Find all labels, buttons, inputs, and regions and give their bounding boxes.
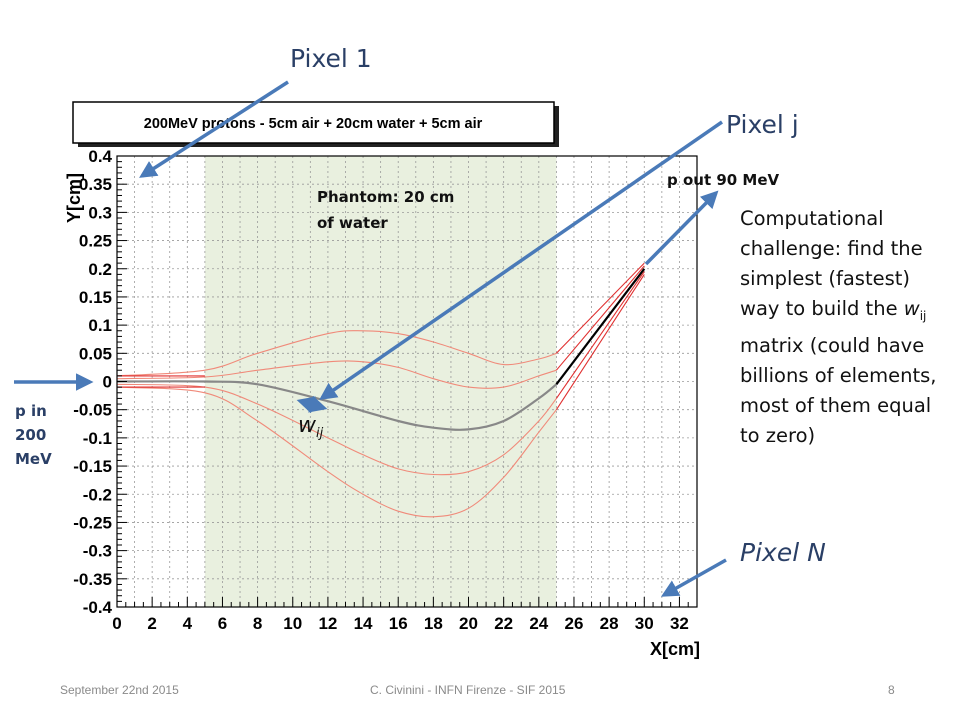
challenge-text-part2: matrix (could have billions of elements,… (740, 333, 937, 447)
wij-double-arrow (296, 395, 328, 414)
y-tick-label: 0.3 (88, 203, 112, 222)
y-tick-label: 0.05 (79, 344, 112, 363)
pixel1-arrow (139, 80, 289, 178)
x-tick-label: 32 (670, 614, 689, 633)
footer-date: September 22nd 2015 (60, 683, 179, 697)
footer-page-number: 8 (888, 683, 895, 697)
x-tick-label: 18 (424, 614, 443, 633)
y-axis-label: Y[cm] (64, 173, 84, 223)
x-tick-label: 26 (565, 614, 584, 633)
pixelj-arrow (319, 120, 723, 400)
x-tick-label: 12 (318, 614, 337, 633)
title-box (72, 101, 555, 144)
computational-challenge-text: Computational challenge: find the simple… (740, 204, 940, 451)
series-line-lower-envelope-outer (116, 386, 557, 518)
p-in-label: p in 200 MeV (15, 402, 52, 468)
footer-center: C. Civinini - INFN Firenze - SIF 2015 (370, 683, 566, 697)
series-line-exit-lower-inner (555, 271, 645, 399)
pixeln-arrow (660, 558, 727, 597)
y-tick-label: -0.25 (73, 513, 112, 532)
x-tick-label: 22 (494, 614, 513, 633)
pixel-j-label: Pixel j (726, 110, 799, 139)
y-tick-label: 0.1 (88, 316, 112, 335)
y-tick-label: -0.05 (73, 401, 112, 420)
y-tick-label: 0.25 (79, 232, 112, 251)
series-line-most-likely-path-exit (555, 268, 646, 385)
challenge-text-part1: Computational challenge: find the simple… (740, 207, 923, 320)
series-line-most-likely-path (116, 380, 558, 431)
x-tick-label: 0 (112, 614, 121, 633)
y-tick-label: 0.15 (79, 288, 112, 307)
y-tick-label: 0.35 (79, 175, 112, 194)
x-tick-label: 8 (253, 614, 262, 633)
x-tick-label: 6 (218, 614, 227, 633)
pout-arrow (644, 190, 719, 266)
y-tick-label: 0 (103, 373, 112, 392)
p-out-label: p out 90 MeV (667, 171, 780, 189)
x-tick-label: 16 (389, 614, 408, 633)
x-tick-label: 20 (459, 614, 478, 633)
x-tick-label: 24 (529, 614, 548, 633)
y-tick-label: -0.4 (83, 598, 113, 617)
pixel-1-label: Pixel 1 (290, 44, 372, 73)
challenge-sub: ij (919, 308, 927, 323)
series-line-exit-upper-inner (555, 265, 645, 371)
wij-label: wij (298, 413, 324, 441)
chart-title: 200MeV protons - 5cm air + 20cm water + … (144, 116, 483, 132)
y-tick-label: 0.4 (88, 147, 112, 166)
series-line-exit-upper-outer (556, 262, 645, 354)
challenge-w: w (903, 297, 920, 320)
x-tick-label: 14 (354, 614, 373, 633)
series-line-lower-envelope-inner (116, 383, 557, 476)
phantom-label: Phantom: 20 cm of water (317, 188, 455, 232)
pixel-n-label: Pixel N (740, 538, 826, 567)
x-tick-label: 28 (600, 614, 619, 633)
x-axis-label: X[cm] (650, 639, 700, 659)
y-tick-label: -0.15 (73, 457, 112, 476)
y-tick-label: 0.2 (88, 260, 112, 279)
y-tick-label: -0.3 (83, 542, 112, 561)
series-line-exit-lower-outer (555, 274, 645, 410)
x-tick-label: 30 (635, 614, 654, 633)
x-tick-label: 4 (183, 614, 193, 633)
series-line-upper-envelope-inner (116, 360, 557, 389)
series-line-upper-envelope-outer (116, 330, 557, 377)
y-tick-label: -0.1 (83, 429, 112, 448)
x-tick-label: 2 (147, 614, 156, 633)
y-tick-label: -0.2 (83, 485, 112, 504)
y-tick-label: -0.35 (73, 570, 112, 589)
x-tick-label: 10 (283, 614, 302, 633)
